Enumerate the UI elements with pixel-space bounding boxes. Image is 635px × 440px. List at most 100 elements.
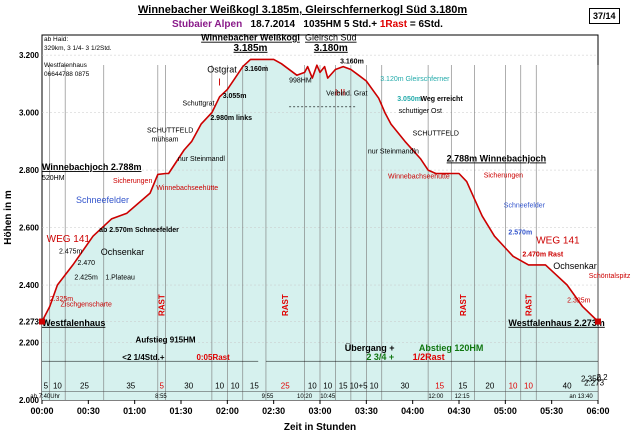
summary-label: 1035HM 5 Std.+	[303, 19, 378, 30]
time-mark: ab 7:40Uhr	[30, 394, 60, 400]
route-annotation: 2.273	[584, 379, 605, 388]
route-annotation: 3.160m	[340, 59, 364, 66]
route-annotation: 2.325m	[567, 297, 591, 304]
route-annotation: WEG 141	[536, 235, 580, 246]
leg-over-rest: 1/2Rast	[413, 352, 445, 362]
route-annotation: nur Steinmandl	[178, 156, 226, 163]
y-tick-label: 2.273	[19, 318, 40, 327]
chart-subtitle: Stubaier Alpen 18.7.2014 1035HM 5 Std.+ …	[172, 19, 443, 30]
total-label: = 6Std.	[409, 19, 443, 30]
leg-over-descent: Abstieg 120HM	[419, 343, 484, 353]
route-annotation: WEG 141	[47, 234, 91, 245]
x-tick-label: 02:30	[262, 406, 285, 416]
segment-minutes: 10	[370, 381, 379, 390]
route-annotation: 2.325m	[50, 296, 74, 303]
x-tick-label: 03:30	[355, 406, 378, 416]
rest-label: RAST	[525, 294, 534, 316]
route-annotation: 3.160m	[244, 66, 268, 73]
region-label: Stubaier Alpen	[172, 19, 243, 30]
x-tick-label: 02:00	[216, 406, 239, 416]
x-tick-label: 01:30	[169, 406, 192, 416]
route-annotation: SCHUTTFELD	[147, 128, 193, 135]
leg-over-time: 2 3/4 +	[366, 352, 394, 362]
y-tick-label: 2.000	[19, 396, 40, 405]
route-annotation: Schöntalspitz	[589, 273, 631, 280]
segment-minutes: 10	[215, 381, 224, 390]
info-line-4: 06644788 0875	[44, 70, 90, 78]
segment-minutes: 10	[524, 381, 533, 390]
route-annotation: 998HM	[289, 77, 312, 84]
route-annotation: Schneefelder	[76, 195, 129, 205]
leg-over-title: Übergang +	[345, 343, 395, 353]
segment-minutes: 10	[53, 381, 62, 390]
segment-minutes: 15	[458, 381, 467, 390]
rest-label: RAST	[459, 294, 468, 316]
x-tick-label: 00:30	[77, 406, 100, 416]
route-annotation: Weg erreicht	[420, 96, 463, 103]
route-annotation: Schneefelder	[504, 202, 546, 209]
leg-up-title: Aufstieg 915HM	[136, 336, 196, 345]
end-hut-marker	[595, 318, 601, 325]
route-annotation: 2.570m	[508, 230, 532, 237]
y-tick-label: 2.600	[19, 224, 40, 233]
x-tick-label: 01:00	[123, 406, 146, 416]
segment-minutes: 10+5	[350, 381, 369, 390]
segment-minutes: 15	[435, 381, 444, 390]
time-mark: 9:55	[262, 394, 274, 400]
route-annotation: Schuttgrat	[183, 100, 215, 107]
info-line-3: Westfalenhaus	[44, 62, 87, 69]
route-annotation: Winnebachjoch 2.788m	[42, 162, 141, 172]
route-annotation: Westfalenhaus	[42, 318, 105, 328]
time-mark: 10:20	[297, 394, 313, 400]
route-annotation: 2.475m	[59, 248, 83, 255]
segment-minutes: 5	[44, 381, 49, 390]
segment-minutes: 10	[323, 381, 332, 390]
segment-minutes: 25	[80, 381, 89, 390]
route-annotation: ab 2.570m Schneefelder	[99, 227, 179, 234]
segment-minutes: 30	[184, 381, 193, 390]
info-line-2: 329km, 3 1/4- 3 1/2Std.	[44, 44, 112, 52]
route-annotation: 2.470m Rast	[522, 251, 564, 258]
segment-minutes: 5	[159, 381, 164, 390]
y-tick-label: 2.400	[19, 281, 40, 290]
page-number-badge: 37/14	[589, 8, 620, 24]
route-annotation: Zischgenscharte	[61, 302, 112, 309]
route-annotation: SCHUTTFELD	[413, 131, 459, 138]
time-mark: 10:45	[320, 394, 336, 400]
x-tick-label: 05:00	[494, 406, 517, 416]
summit-altitude: 3.185m	[234, 43, 268, 54]
x-tick-label: 00:00	[30, 406, 53, 416]
route-annotation: 2.425m	[74, 274, 98, 281]
time-mark: 12:15	[455, 394, 471, 400]
y-tick-label: 3.200	[19, 51, 40, 60]
segment-minutes: 15	[339, 381, 348, 390]
y-tick-label: 3.000	[19, 109, 40, 118]
chart-title: Winnebacher Weißkogl 3.185m, Gleirschfer…	[138, 4, 468, 16]
segment-minutes: 20	[485, 381, 494, 390]
route-annotation: 3.055m	[223, 93, 247, 100]
x-axis-title: Zeit in Stunden	[284, 422, 356, 433]
route-annotation: Sicherungen	[113, 178, 152, 185]
time-mark: 12:00	[428, 394, 444, 400]
segment-minutes: 15	[250, 381, 259, 390]
route-annotation: Ochsenkar	[553, 261, 597, 271]
x-tick-label: 03:00	[308, 406, 331, 416]
route-annotation: Winnebachseehütte	[388, 174, 450, 181]
date-label: 18.7.2014	[250, 19, 296, 30]
route-annotation: 1.Plateau	[105, 274, 135, 281]
summit-label-gleirsch: Gleirsch Süd	[305, 33, 357, 43]
segment-minutes: 10	[231, 381, 240, 390]
segment-minutes: 10	[308, 381, 317, 390]
route-line	[41, 58, 599, 323]
time-mark: 8:55	[155, 394, 167, 400]
route-annotation: 2.2	[596, 373, 608, 382]
leg-up-time: <2 1/4Std.+	[122, 353, 165, 362]
summit-altitude: 3.180m	[314, 43, 348, 54]
leg-up-rest: 0:05Rast	[196, 353, 230, 362]
traverse-label: I-II	[335, 87, 346, 97]
x-tick-label: 04:00	[401, 406, 424, 416]
segment-minutes: 10	[509, 381, 518, 390]
y-axis-title: Höhen in m	[3, 190, 14, 245]
route-annotation: Verbind. Grat	[326, 90, 367, 97]
